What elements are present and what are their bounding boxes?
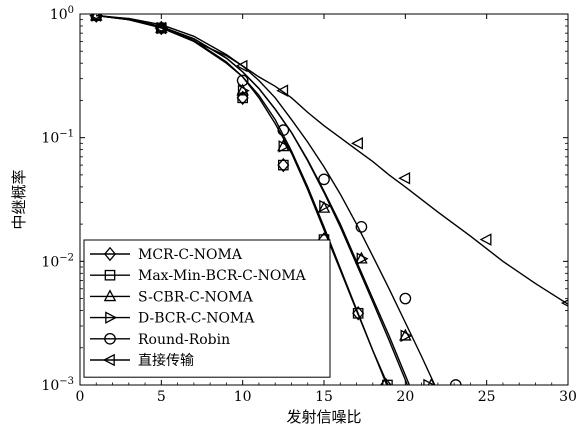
x-tick-label: 25 [478, 389, 496, 405]
series-6-marker [154, 21, 167, 35]
series-4-marker [423, 378, 436, 385]
series-3-marker [89, 14, 103, 21]
series-1-marker [277, 157, 290, 173]
series-line-5 [96, 14, 436, 385]
series-5-marker [355, 221, 368, 233]
y-tick-label: 10−3 [41, 376, 74, 394]
series-3-marker [277, 139, 290, 152]
legend: MCR-C-NOMA Max-Min-BCR-C-NOMA S-CBR-C-NOMA… [83, 239, 331, 378]
series-6-marker [560, 299, 568, 307]
legend-marker-3 [103, 289, 117, 302]
legend-label-1: MCR-C-NOMA [138, 247, 243, 263]
series-2-marker [352, 307, 364, 319]
series-6-marker [398, 171, 411, 185]
series-6-marker [276, 84, 289, 97]
x-tick-label: 0 [76, 389, 85, 405]
series-4 [91, 14, 436, 385]
series-4-marker [278, 140, 291, 153]
y-tick-label: 10−1 [41, 129, 74, 147]
series-4-marker [91, 14, 104, 22]
series-line-4 [96, 14, 411, 385]
legend-marker-6 [102, 353, 115, 367]
series-5 [90, 14, 462, 385]
legend-label-3: S-CBR-C-NOMA [138, 289, 254, 305]
legend-marker-1 [103, 246, 117, 262]
series-3-marker [236, 83, 249, 96]
series-3-marker [355, 251, 368, 264]
x-tick-label: 15 [315, 389, 333, 405]
x-tick-label: 20 [396, 389, 414, 405]
legend-label-2: Max-Min-BCR-C-NOMA [138, 268, 307, 284]
series-6 [89, 14, 568, 307]
x-axis-label: 发射信噪比 [286, 408, 361, 426]
x-tick-label: 5 [157, 389, 166, 405]
series-6-marker [351, 137, 363, 150]
legend-marker-5 [104, 332, 116, 345]
series-2-marker [278, 159, 289, 171]
series-3-marker [399, 328, 412, 341]
legend-label-4: D-BCR-C-NOMA [138, 311, 255, 327]
y-tick-label: 10−2 [41, 252, 74, 270]
series-1-marker [90, 14, 103, 23]
legend-marker-4 [105, 311, 118, 324]
series-6-marker [89, 14, 102, 22]
legend-marker-2 [104, 269, 116, 281]
series-5-marker [236, 74, 249, 87]
legend-box [83, 239, 331, 378]
series-6-marker [479, 233, 492, 246]
series-layer [89, 14, 568, 385]
series-5-marker [318, 173, 330, 186]
y-tick-label: 100 [50, 5, 74, 23]
series-4-marker [319, 199, 332, 213]
series-line-6 [96, 14, 568, 305]
series-4-marker [400, 329, 413, 343]
y-axis-label: 中继概率 [10, 169, 28, 229]
series-6-marker [235, 59, 248, 73]
series-1-marker [352, 306, 365, 321]
series-4-marker [356, 252, 369, 265]
series-2-marker [382, 379, 393, 385]
legend-label-6: 直接传输 [138, 352, 194, 369]
series-5-marker [277, 124, 290, 137]
x-tick-label: 30 [559, 389, 577, 405]
series-4-marker [237, 84, 250, 97]
x-tick-label: 10 [234, 389, 252, 405]
series-5-marker [399, 292, 412, 305]
series-line-2 [96, 14, 388, 385]
axis-layer: 0 5 10 15 20 25 30 100 10−1 10−2 10−3 发射信噪比 中继概率 [10, 5, 577, 426]
legend-label-5: Round-Robin [138, 332, 230, 348]
